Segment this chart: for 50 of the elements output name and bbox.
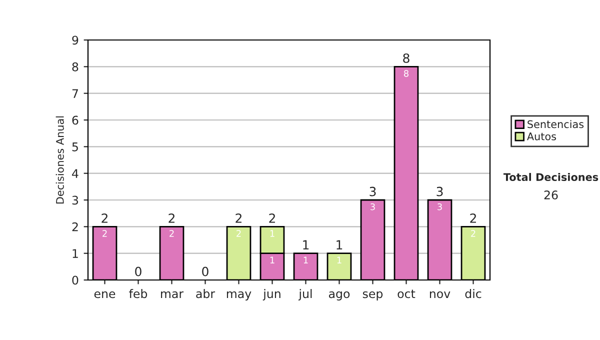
y-tick-label: 2 <box>72 222 78 232</box>
x-tick-label: sep <box>362 291 383 300</box>
text: Total Decisiones <box>503 172 598 182</box>
total-label: 1 <box>303 240 309 250</box>
y-tick-label: 3 <box>72 196 78 205</box>
x-tick-label: dic <box>465 289 482 298</box>
data-label: 3 <box>370 203 375 210</box>
data-label: 2 <box>471 230 476 237</box>
y-tick-label: 5 <box>72 142 78 152</box>
total-label: 1 <box>336 240 342 250</box>
x-tick-label: mar <box>161 291 184 298</box>
data-label: 1 <box>337 256 342 264</box>
data-label: 1 <box>270 256 274 264</box>
total-label: 3 <box>436 186 443 196</box>
x-tick-label: ene <box>94 291 116 298</box>
total-label: 2 <box>236 213 242 223</box>
x-tick-label: nov <box>430 291 450 298</box>
data-label: 1 <box>270 230 274 237</box>
text: 26 <box>544 190 558 200</box>
total-label: 0 <box>135 266 142 276</box>
y-tick-label: 9 <box>72 36 78 45</box>
y-tick-label: 8 <box>72 62 78 72</box>
x-tick-label: feb <box>129 289 148 298</box>
data-label: 8 <box>404 70 409 77</box>
y-tick-label: 0 <box>72 276 78 285</box>
y-axis-title: Decisiones Anual <box>56 116 64 204</box>
x-tick-label: oct <box>398 290 416 298</box>
y-tick-label: 1 <box>72 249 78 258</box>
legend-label: Autos <box>526 132 556 140</box>
x-tick-label: abr <box>196 289 216 298</box>
data-label: 2 <box>170 230 174 237</box>
total-label: 0 <box>202 266 208 276</box>
x-tick-label: ago <box>328 291 350 300</box>
total-label: 2 <box>470 213 476 223</box>
total-label: 2 <box>102 213 108 223</box>
total-label: 8 <box>403 53 410 63</box>
data-label: 3 <box>438 203 442 210</box>
data-label: 2 <box>102 230 107 237</box>
total-label: 2 <box>168 213 174 223</box>
y-tick-label: 7 <box>72 89 78 98</box>
y-tick-label: 4 <box>72 169 78 178</box>
legend-label: Sentencias <box>528 120 584 128</box>
total-label: 3 <box>370 186 376 196</box>
y-tick-label: 6 <box>72 116 78 125</box>
x-tick-label: jun <box>262 289 280 300</box>
data-label: 2 <box>236 230 241 237</box>
x-tick-label: jul <box>298 289 312 300</box>
x-tick-label: may <box>226 291 252 300</box>
total-label: 2 <box>269 213 275 223</box>
data-label: 1 <box>304 256 308 264</box>
